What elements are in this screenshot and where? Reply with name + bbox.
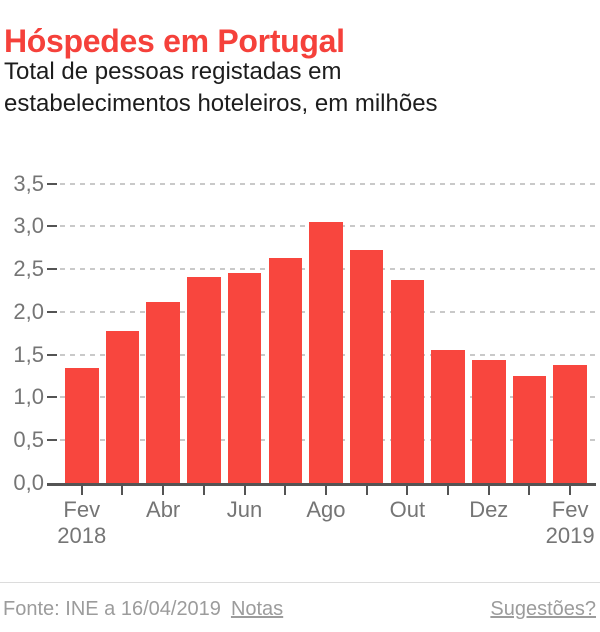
x-axis-tickmark: [487, 486, 490, 495]
source-text: Fonte: INE a 16/04/2019: [3, 598, 221, 620]
x-axis-label: Fev 2018: [22, 497, 142, 549]
x-axis-tickmark: [80, 486, 83, 495]
x-axis-tickmark: [569, 486, 572, 495]
x-axis-label: Jun: [185, 497, 305, 523]
y-axis-label: 2,0: [13, 298, 44, 324]
bar-jan[interactable]: [512, 376, 547, 483]
notas-link[interactable]: Notas: [230, 598, 284, 620]
x-axis-label: Dez: [429, 497, 549, 523]
x-axis-label-line: 2018: [57, 523, 107, 548]
y-axis-label: 1,0: [13, 384, 44, 410]
sugestoes-link[interactable]: Sugestões?: [490, 598, 596, 620]
y-axis-tickmark: [47, 268, 57, 271]
bar-ago[interactable]: [309, 222, 343, 483]
subtitle-line-2: estabelecimentos hoteleiros, em milhões: [4, 90, 438, 117]
x-axis-label: Abr: [103, 497, 223, 523]
x-axis-label-line: Abr: [146, 497, 181, 522]
page-title: Hóspedes em Portugal: [4, 23, 345, 60]
bar-fev-2019[interactable]: [553, 364, 587, 483]
y-axis-label: 0,0: [13, 470, 44, 495]
x-axis-tickmark: [243, 486, 246, 495]
x-axis-tickmark: [365, 486, 368, 495]
x-axis-label-line: Out: [389, 497, 426, 522]
x-axis-label-line: 2019: [545, 523, 595, 548]
x-axis-tickmark: [162, 486, 165, 495]
bar-out[interactable]: [390, 280, 425, 483]
x-axis-label: Out: [347, 497, 467, 523]
bar-nov[interactable]: [431, 350, 465, 483]
y-axis-tickmark: [47, 439, 57, 442]
y-axis-tickmark: [47, 396, 57, 399]
bar-dez[interactable]: [472, 359, 506, 483]
gridline: [60, 182, 596, 185]
y-axis-label: 0,5: [13, 427, 44, 453]
x-axis-tickmark: [284, 486, 287, 495]
x-axis-line: [47, 483, 596, 486]
x-axis-label-line: Fev: [63, 497, 101, 522]
y-axis-tickmark: [47, 182, 57, 185]
bar-mai[interactable]: [187, 276, 221, 483]
chart-subtitle: Total de pessoas registadas em estabelec…: [4, 56, 596, 120]
x-axis-label-line: Ago: [306, 497, 346, 522]
bar-jul[interactable]: [268, 257, 302, 483]
x-axis-tickmark: [324, 486, 327, 495]
x-axis-tickmark: [121, 486, 124, 495]
bar-mar[interactable]: [105, 330, 140, 483]
x-axis-tickmark: [528, 486, 531, 495]
y-axis-tickmark: [47, 225, 57, 228]
footer-divider: [0, 582, 600, 583]
x-axis-label-line: Dez: [469, 497, 509, 522]
x-axis-label: Fev 2019: [510, 497, 600, 549]
y-axis-label: 1,5: [13, 341, 44, 367]
y-axis-tickmark: [47, 353, 57, 356]
x-axis-tickmark: [447, 486, 450, 495]
x-axis-label-line: Fev: [551, 497, 589, 522]
y-axis-label: 3,0: [13, 213, 44, 239]
y-axis-tickmark: [47, 310, 57, 313]
x-axis-tickmark: [406, 486, 409, 495]
y-axis-label: 3,5: [13, 170, 44, 196]
bar-fev-2018[interactable]: [65, 368, 99, 483]
bar-jun[interactable]: [227, 273, 262, 483]
bar-abr[interactable]: [146, 302, 180, 483]
x-axis-label-line: Jun: [226, 497, 263, 522]
source-note: Fonte: INE a 16/04/2019 Notas: [3, 598, 283, 621]
subtitle-line-1: Total de pessoas registadas em: [4, 58, 342, 85]
bar-set[interactable]: [349, 250, 384, 483]
x-axis-tickmark: [202, 486, 205, 495]
x-axis-label: Ago: [266, 497, 386, 523]
y-axis-label: 2,5: [13, 256, 44, 282]
